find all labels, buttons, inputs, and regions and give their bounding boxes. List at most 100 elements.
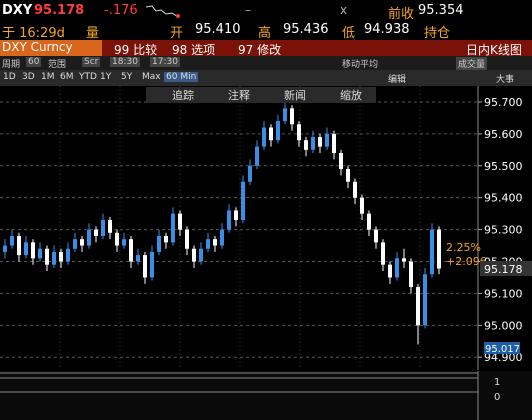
candle-body xyxy=(143,255,147,278)
candle-body xyxy=(290,108,294,125)
candle-body xyxy=(409,261,413,288)
chart-name: 日内K线图 xyxy=(466,43,522,57)
change-label: +2.096 xyxy=(446,255,487,268)
candle-body xyxy=(416,287,420,326)
candle-body xyxy=(80,239,84,246)
y-tick-label: 95.000 xyxy=(484,319,523,332)
candle-body xyxy=(59,251,63,262)
range-bar: 60 Min 编辑 大事 1D 3D 1M 6M YTD 1Y 5Y Max xyxy=(0,70,532,86)
low: 94.938 xyxy=(364,22,410,37)
candle-body xyxy=(402,258,406,262)
candle-body xyxy=(192,248,196,262)
prev-close-label: 前收 xyxy=(388,7,415,22)
candle-body xyxy=(227,210,231,230)
y-tick-label: 94.900 xyxy=(484,351,523,364)
range-button[interactable]: 5Y xyxy=(121,72,133,82)
candle-body xyxy=(52,251,56,265)
toolbar-button[interactable]: 98 选项 xyxy=(172,43,216,57)
volume-label: 量 xyxy=(86,26,100,41)
candle-body xyxy=(297,124,301,141)
range-button[interactable]: 3D xyxy=(22,72,35,82)
candle-body xyxy=(122,239,126,246)
range-button[interactable]: YTD xyxy=(79,72,97,82)
lower-panel xyxy=(0,371,532,420)
candle-body xyxy=(199,248,203,262)
candle-body xyxy=(3,245,7,252)
candle-body xyxy=(24,242,28,256)
volume-option[interactable]: 成交量 xyxy=(456,57,488,70)
candle-body xyxy=(346,168,350,182)
range-button[interactable]: 1Y xyxy=(100,72,112,82)
ticker: DXY xyxy=(2,3,33,18)
candle-body xyxy=(178,213,182,230)
candle-body xyxy=(234,210,238,221)
close-icon[interactable]: x xyxy=(340,3,348,17)
range-button[interactable]: Max xyxy=(142,72,161,82)
toolbar-button[interactable]: 99 比较 xyxy=(114,43,158,57)
candle-body xyxy=(136,255,140,262)
candle-body xyxy=(73,239,77,249)
candle-body xyxy=(150,251,154,278)
candle-body xyxy=(185,229,189,249)
moving-average[interactable]: 移动平均 xyxy=(342,60,379,70)
chart-tool[interactable]: 缩放 xyxy=(340,88,362,102)
range-label: 范围 xyxy=(48,60,67,70)
candle-body xyxy=(318,137,322,147)
candle-body xyxy=(332,133,336,154)
candle-body xyxy=(360,197,364,214)
candle-body xyxy=(129,239,133,262)
range-button[interactable]: 1M xyxy=(41,72,55,82)
change: -.176 xyxy=(104,3,138,18)
end-time[interactable]: 17:30 xyxy=(150,57,180,67)
candle-body xyxy=(374,229,378,243)
events[interactable]: 大事 xyxy=(496,75,515,85)
candle-body xyxy=(213,239,217,246)
high: 95.436 xyxy=(283,22,329,37)
candle-body xyxy=(206,239,210,249)
candle-body xyxy=(108,220,112,233)
last-price-box xyxy=(480,261,532,276)
security[interactable]: DXY Curncy xyxy=(0,40,102,56)
candle-body xyxy=(430,229,434,275)
settings-bar: 周期 60 范围 Scr 18:30 17:30 移动平均 成交量 xyxy=(0,56,532,70)
range[interactable]: Scr xyxy=(82,57,101,67)
marker-box xyxy=(484,342,520,354)
y-tick-label: 95.700 xyxy=(484,96,523,109)
low-label: 低 xyxy=(342,26,356,41)
y-tick-label: 95.300 xyxy=(484,224,523,237)
chart-tool[interactable]: 注释 xyxy=(228,88,250,102)
dash-icon[interactable]: – xyxy=(245,3,251,17)
range-button[interactable]: 1D xyxy=(3,72,16,82)
candle-body xyxy=(276,121,280,141)
candle-body xyxy=(157,235,161,252)
last-price-label: 95.178 xyxy=(484,263,523,276)
toolbar-button[interactable]: 97 修改 xyxy=(238,43,282,57)
candle-body xyxy=(248,165,252,182)
period[interactable]: 60 xyxy=(26,57,42,67)
period-label: 周期 xyxy=(2,60,21,70)
percent-label: 2.25% xyxy=(446,241,481,254)
start-time[interactable]: 18:30 xyxy=(110,57,140,67)
interval[interactable]: 60 Min xyxy=(164,72,199,82)
candle-body xyxy=(395,258,399,278)
open-label: 开 xyxy=(170,26,184,41)
chart-tool[interactable]: 新闻 xyxy=(284,88,306,102)
chart-tool[interactable]: 追踪 xyxy=(172,88,194,102)
y-tick-label: 95.600 xyxy=(484,128,523,141)
candle-body xyxy=(45,248,49,265)
chart: 94.90095.00095.10095.20095.30095.40095.5… xyxy=(0,86,532,420)
candle-body xyxy=(101,220,105,236)
candle-body xyxy=(31,242,35,259)
mini-chart-icon[interactable] xyxy=(146,4,182,18)
candle-body xyxy=(164,235,168,243)
candle-body xyxy=(437,229,441,269)
candle-body xyxy=(171,213,175,243)
candle-body xyxy=(262,127,266,147)
y-tick-label: 95.400 xyxy=(484,192,523,205)
open: 95.410 xyxy=(195,22,241,37)
candle-body xyxy=(10,235,14,246)
edit[interactable]: 编辑 xyxy=(388,75,407,85)
range-button[interactable]: 6M xyxy=(60,72,74,82)
chart-tools-bg xyxy=(146,87,376,103)
candle-body xyxy=(304,140,308,150)
